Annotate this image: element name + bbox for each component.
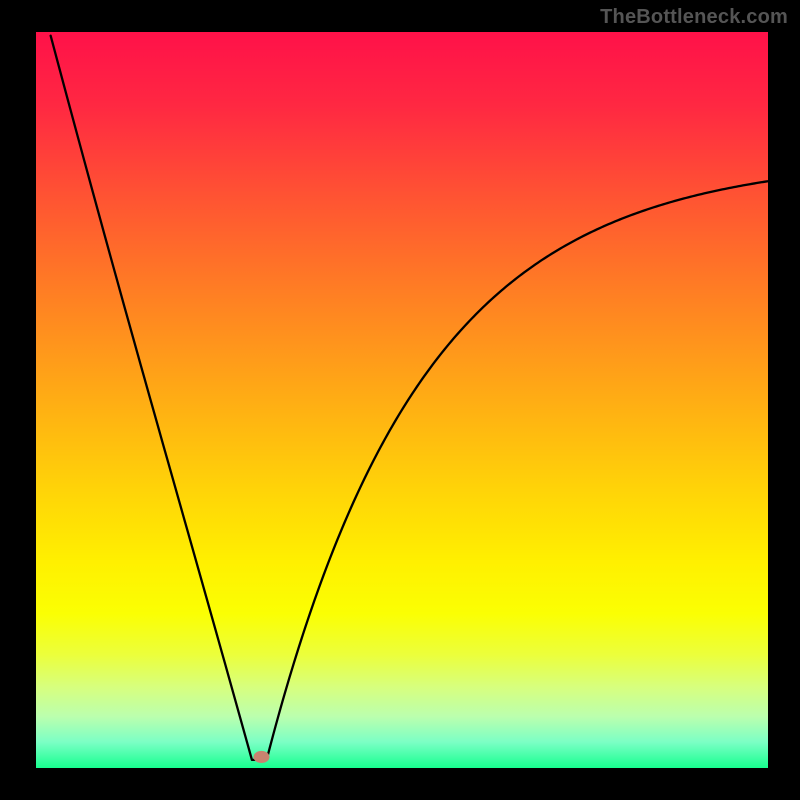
chart-svg xyxy=(36,32,768,768)
minimum-marker xyxy=(253,751,269,763)
chart-plot-area xyxy=(36,32,768,768)
chart-background xyxy=(36,32,768,768)
watermark-text: TheBottleneck.com xyxy=(600,6,788,29)
